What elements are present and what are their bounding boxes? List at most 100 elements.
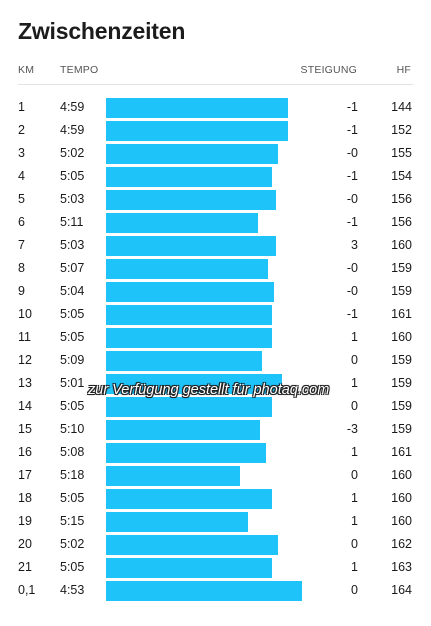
split-steigung: 0 bbox=[351, 537, 358, 551]
split-steigung: -1 bbox=[346, 215, 358, 229]
pace-bar bbox=[106, 259, 268, 279]
split-steigung: 1 bbox=[351, 514, 358, 528]
split-steigung: -1 bbox=[346, 169, 358, 183]
split-row: 18 5:05 1 160 bbox=[0, 487, 431, 510]
split-km: 5 bbox=[18, 192, 25, 206]
split-km: 13 bbox=[18, 376, 32, 390]
split-hf: 161 bbox=[391, 445, 412, 459]
pace-bar bbox=[106, 512, 248, 532]
pace-bar bbox=[106, 443, 266, 463]
split-km: 12 bbox=[18, 353, 32, 367]
split-hf: 160 bbox=[391, 238, 412, 252]
split-row: 5 5:03 -0 156 bbox=[0, 188, 431, 211]
split-tempo: 5:05 bbox=[60, 307, 85, 321]
pace-bar bbox=[106, 121, 288, 141]
split-steigung: 1 bbox=[351, 491, 358, 505]
split-steigung: -0 bbox=[346, 284, 358, 298]
split-steigung: 0 bbox=[351, 583, 358, 597]
split-km: 8 bbox=[18, 261, 25, 275]
split-steigung: 3 bbox=[351, 238, 358, 252]
split-hf: 144 bbox=[391, 100, 412, 114]
page-title: Zwischenzeiten bbox=[18, 18, 186, 44]
pace-bar bbox=[106, 190, 276, 210]
split-hf: 154 bbox=[391, 169, 412, 183]
pace-bar bbox=[106, 397, 272, 417]
split-steigung: -1 bbox=[346, 100, 358, 114]
split-km: 17 bbox=[18, 468, 32, 482]
split-hf: 164 bbox=[391, 583, 412, 597]
split-hf: 161 bbox=[391, 307, 412, 321]
split-hf: 160 bbox=[391, 491, 412, 505]
split-hf: 159 bbox=[391, 422, 412, 436]
split-hf: 162 bbox=[391, 537, 412, 551]
split-row: 6 5:11 -1 156 bbox=[0, 211, 431, 234]
split-km: 19 bbox=[18, 514, 32, 528]
header-divider bbox=[18, 84, 413, 85]
pace-bar bbox=[106, 420, 260, 440]
split-hf: 159 bbox=[391, 284, 412, 298]
split-tempo: 4:59 bbox=[60, 100, 85, 114]
split-row: 2 4:59 -1 152 bbox=[0, 119, 431, 142]
split-row: 8 5:07 -0 159 bbox=[0, 257, 431, 280]
split-km: 6 bbox=[18, 215, 25, 229]
pace-bar bbox=[106, 167, 272, 187]
splits-table: 1 4:59 -1 144 2 4:59 -1 152 3 5:02 -0 155 4 5:05 -1 154… bbox=[0, 96, 431, 602]
column-header-hf: HF bbox=[396, 64, 411, 76]
split-steigung: 1 bbox=[351, 445, 358, 459]
split-hf: 160 bbox=[391, 514, 412, 528]
split-hf: 160 bbox=[391, 330, 412, 344]
split-tempo: 4:53 bbox=[60, 583, 85, 597]
pace-bar bbox=[106, 374, 282, 394]
split-km: 21 bbox=[18, 560, 32, 574]
pace-bar bbox=[106, 236, 276, 256]
split-steigung: -1 bbox=[346, 123, 358, 137]
split-steigung: 0 bbox=[351, 468, 358, 482]
split-tempo: 5:05 bbox=[60, 330, 85, 344]
split-tempo: 5:05 bbox=[60, 560, 85, 574]
split-tempo: 5:15 bbox=[60, 514, 85, 528]
split-steigung: 1 bbox=[351, 376, 358, 390]
split-row: 9 5:04 -0 159 bbox=[0, 280, 431, 303]
split-tempo: 5:05 bbox=[60, 399, 85, 413]
split-steigung: -0 bbox=[346, 261, 358, 275]
split-hf: 156 bbox=[391, 192, 412, 206]
split-row: 17 5:18 0 160 bbox=[0, 464, 431, 487]
split-steigung: 0 bbox=[351, 399, 358, 413]
split-km: 11 bbox=[18, 330, 31, 344]
split-km: 15 bbox=[18, 422, 32, 436]
pace-bar bbox=[106, 535, 278, 555]
pace-bar bbox=[106, 489, 272, 509]
split-row: 11 5:05 1 160 bbox=[0, 326, 431, 349]
split-hf: 152 bbox=[391, 123, 412, 137]
split-tempo: 5:10 bbox=[60, 422, 85, 436]
split-row: 7 5:03 3 160 bbox=[0, 234, 431, 257]
split-hf: 155 bbox=[391, 146, 412, 160]
split-km: 14 bbox=[18, 399, 32, 413]
split-row: 20 5:02 0 162 bbox=[0, 533, 431, 556]
split-hf: 159 bbox=[391, 399, 412, 413]
split-tempo: 5:04 bbox=[60, 284, 85, 298]
split-km: 1 bbox=[18, 100, 25, 114]
split-tempo: 5:05 bbox=[60, 169, 85, 183]
split-km: 16 bbox=[18, 445, 32, 459]
split-tempo: 5:03 bbox=[60, 192, 85, 206]
split-km: 10 bbox=[18, 307, 32, 321]
split-hf: 160 bbox=[391, 468, 412, 482]
split-row: 3 5:02 -0 155 bbox=[0, 142, 431, 165]
column-header-tempo: TEMPO bbox=[60, 64, 99, 76]
split-steigung: -1 bbox=[346, 307, 358, 321]
pace-bar bbox=[106, 144, 278, 164]
pace-bar bbox=[106, 282, 274, 302]
pace-bar bbox=[106, 213, 258, 233]
split-tempo: 5:02 bbox=[60, 537, 85, 551]
split-row: 16 5:08 1 161 bbox=[0, 441, 431, 464]
split-tempo: 5:01 bbox=[60, 376, 85, 390]
split-steigung: -0 bbox=[346, 192, 358, 206]
split-tempo: 5:08 bbox=[60, 445, 85, 459]
split-km: 0,1 bbox=[18, 583, 36, 597]
split-row: 1 4:59 -1 144 bbox=[0, 96, 431, 119]
pace-bar bbox=[106, 558, 272, 578]
split-tempo: 5:02 bbox=[60, 146, 85, 160]
split-steigung: 0 bbox=[351, 353, 358, 367]
column-header-km: KM bbox=[18, 64, 35, 76]
